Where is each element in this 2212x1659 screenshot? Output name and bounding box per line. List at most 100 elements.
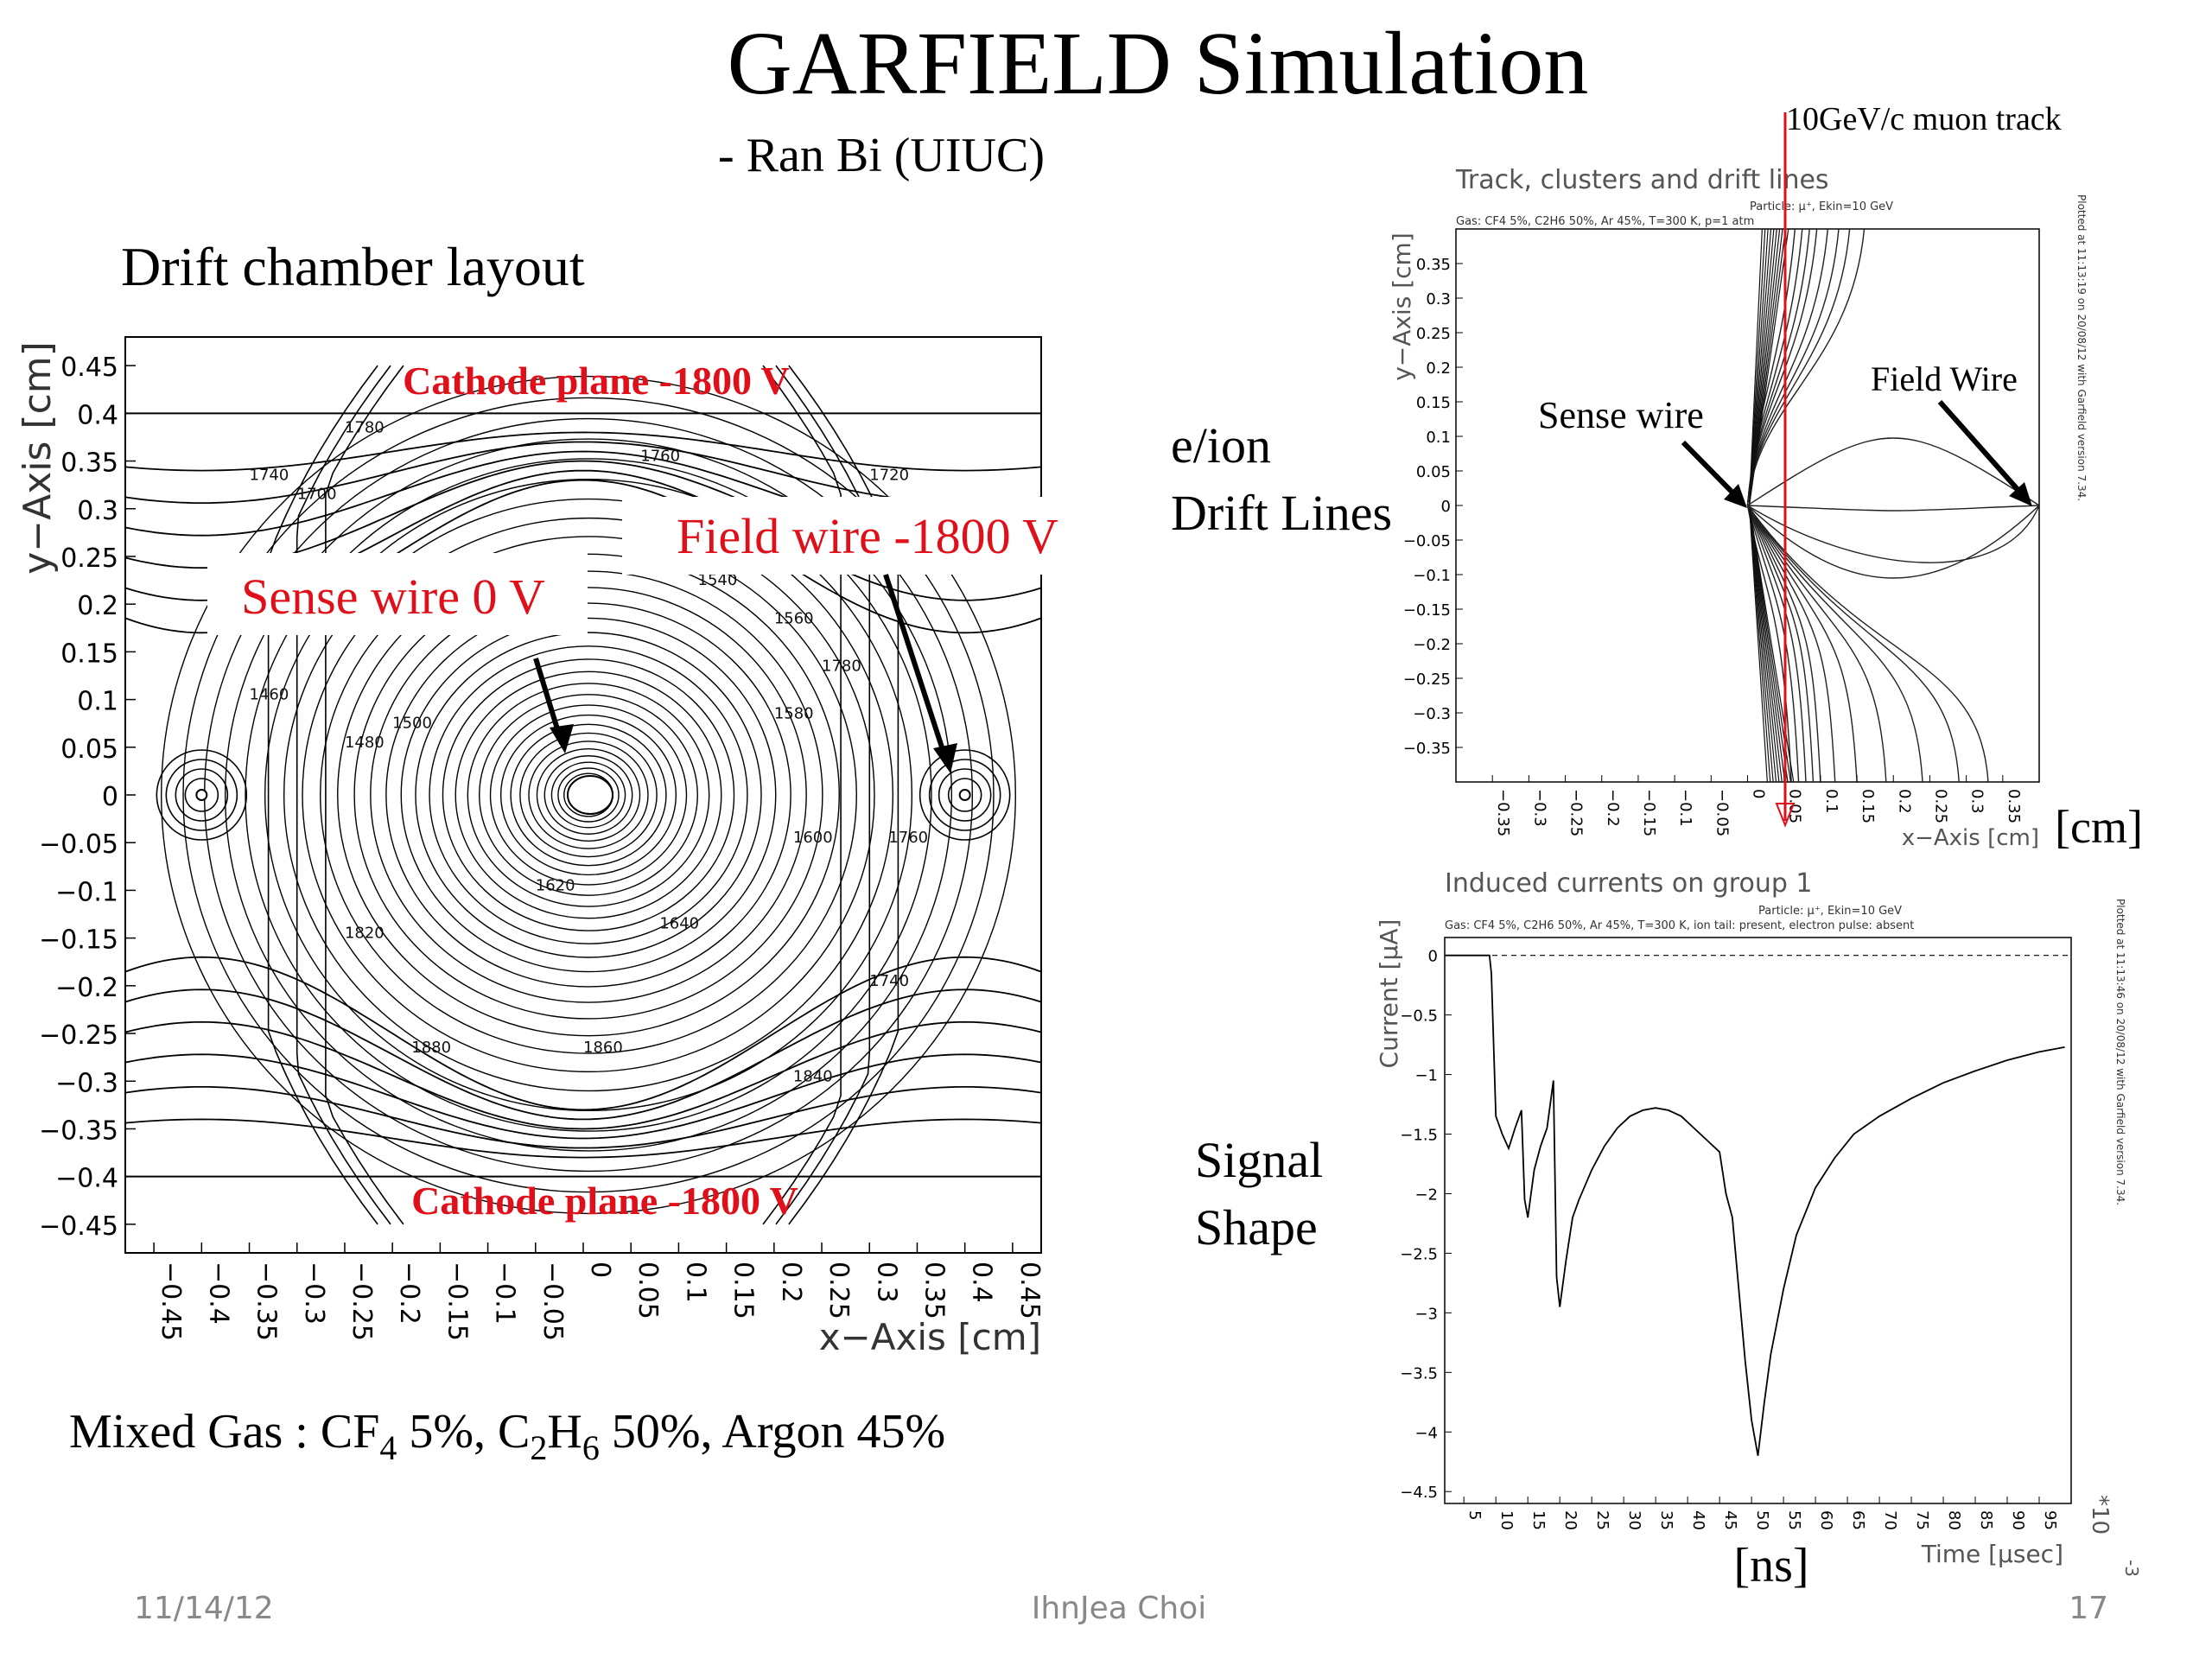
- contour-number: 1760: [640, 448, 680, 466]
- drift-field-label: Field Wire: [1871, 359, 2018, 398]
- drift-axes: 0.35 0.3 0.25 0.2 0.15 0.1 0.05 0 −0.05 −0.1 −0.15…: [1403, 256, 2023, 836]
- signal-ytick-label: 0: [1428, 948, 1438, 966]
- drift-sense-arrowhead: [1724, 484, 1747, 508]
- drift-line: [1746, 229, 1866, 506]
- cathode-bottom-label: Cathode plane -1800 V: [411, 1179, 798, 1223]
- signal-curve: [1445, 954, 2065, 1456]
- drift-xlabel: x−Axis [cm]: [1902, 825, 2039, 851]
- layout-xtick-label: 0.1: [680, 1262, 710, 1303]
- ion-line: [1747, 505, 2039, 579]
- signal-subtitle-right: Particle: μ⁺, Ekin=10 GeV: [1758, 905, 1902, 918]
- separatrix-contour: [325, 365, 404, 1225]
- contour-number: 1580: [774, 705, 814, 723]
- signal-ytick-label: −3.5: [1400, 1364, 1438, 1382]
- sense-contour: [489, 704, 688, 886]
- layout-ytick-label: 0.35: [60, 448, 118, 479]
- layout-ytick-label: 0.05: [60, 734, 118, 765]
- layout-xtick-label: 0: [585, 1262, 615, 1278]
- layout-xtick-label: −0.25: [346, 1262, 377, 1341]
- cathode-contour: [125, 431, 1041, 472]
- drift-line: [1746, 505, 1800, 782]
- drift-ytick-label: −0.1: [1413, 567, 1451, 585]
- cathode-contour: [125, 1020, 1041, 1130]
- drift-xtick-label: 0: [1750, 789, 1768, 798]
- signal-side-label-2: Shape: [1195, 1199, 1318, 1255]
- sense-contour: [400, 617, 777, 973]
- drift-xtick-label: 0.3: [1968, 789, 1986, 814]
- signal-frame: [1444, 937, 2072, 1504]
- sense-contour: [320, 536, 857, 1054]
- sense-contour: [467, 683, 710, 907]
- footer-presenter: IhnJea Choi: [1032, 1591, 1207, 1626]
- signal-exponent-power: -3: [2121, 1560, 2142, 1577]
- contour-number: 1840: [793, 1067, 833, 1085]
- drift-line: [1746, 505, 1807, 782]
- signal-xtick-label: 85: [1977, 1510, 1995, 1530]
- layout-xtick-label: 0.4: [967, 1262, 997, 1303]
- contour-number: 1720: [869, 467, 909, 485]
- layout-ytick-label: −0.45: [39, 1211, 118, 1242]
- drift-xtick-label: −0.3: [1530, 789, 1548, 827]
- drift-sense-label: Sense wire: [1538, 394, 1704, 436]
- drift-side-note: Plotted at 11:13:19 on 20/08/12 with Gar…: [2075, 194, 2088, 501]
- sense-contour: [454, 671, 722, 919]
- cathode-top-label: Cathode plane -1800 V: [403, 359, 790, 403]
- contour-number: 1560: [774, 609, 814, 627]
- sense-contour: [182, 397, 995, 1193]
- cathode-contour: [125, 1118, 1041, 1159]
- layout-heading: Drift chamber layout: [121, 236, 585, 297]
- ion-line: [1747, 437, 2039, 506]
- sense-arrowhead: [550, 724, 574, 753]
- layout-xtick-label: −0.4: [203, 1262, 233, 1325]
- layout-xtick-label: 0.15: [728, 1262, 759, 1319]
- contour-number: 1740: [250, 467, 289, 485]
- layout-ytick-label: −0.3: [55, 1068, 118, 1098]
- drift-line: [1746, 505, 1836, 782]
- layout-ytick-label: 0: [102, 782, 118, 812]
- signal-ytick-label: −4: [1414, 1424, 1438, 1442]
- signal-xtick-label: 50: [1753, 1510, 1771, 1530]
- footer-date: 11/14/12: [134, 1591, 274, 1626]
- drift-xtick-label: −0.25: [1567, 789, 1586, 836]
- contour-number: 1860: [583, 1039, 623, 1057]
- contour-number: 1460: [250, 686, 289, 704]
- signal-xtick-label: 75: [1913, 1510, 1931, 1530]
- signal-title: Induced currents on group 1: [1445, 868, 1813, 899]
- sense-contour: [283, 498, 894, 1092]
- layout-xtick-label: −0.45: [156, 1262, 186, 1341]
- field-wire-contour: [918, 749, 1011, 841]
- drift-ylabel: y−Axis [cm]: [1388, 232, 1416, 381]
- contour-number: 1600: [793, 829, 833, 847]
- layout-ytick-label: −0.2: [55, 973, 118, 1003]
- sense-contour: [245, 458, 932, 1132]
- sense-contour: [442, 658, 735, 931]
- layout-xtick-label: 0.35: [918, 1262, 949, 1319]
- muon-track-arrowhead: [1775, 803, 1796, 828]
- drift-side-label-1: e/ion: [1171, 417, 1271, 474]
- signal-axes: 0 −0.5 −1 −1.5 −2 −2.5 −3 −3.5 −4 −4.5 5 10 15 20 25 30…: [1400, 948, 2071, 1530]
- drift-lines: [1746, 229, 2039, 782]
- sense-contour: [557, 767, 620, 823]
- drift-xtick-label: −0.2: [1604, 789, 1622, 827]
- contour-number: 1540: [698, 571, 738, 589]
- contour-number: 1780: [822, 657, 861, 675]
- layout-xtick-label: −0.05: [537, 1262, 568, 1341]
- sense-wire: [567, 775, 613, 815]
- drift-ytick-label: 0.05: [1416, 463, 1451, 481]
- drift-line: [1746, 505, 1887, 782]
- layout-ytick-label: 0.3: [77, 496, 118, 526]
- drift-subtitle-left: Gas: CF4 5%, C2H6 50%, Ar 45%, T=300 K, …: [1456, 215, 1754, 228]
- slide-author: - Ran Bi (UIUC): [718, 129, 1045, 182]
- signal-xlabel: Time [μsec]: [1921, 1540, 2063, 1568]
- field-label-box: [622, 497, 1054, 575]
- layout-xtick-label: 0.3: [871, 1262, 901, 1303]
- signal-ytick-label: −3: [1414, 1305, 1438, 1323]
- drift-xtick-label: 0.05: [1786, 789, 1804, 823]
- drift-line: [1746, 505, 1815, 782]
- layout-ytick-label: −0.4: [55, 1164, 118, 1194]
- ion-line: [1747, 505, 2039, 512]
- drift-ytick-label: 0.35: [1416, 256, 1451, 274]
- drift-ytick-label: 0.2: [1426, 359, 1451, 378]
- layout-ytick-label: 0.4: [77, 400, 118, 430]
- ion-line: [1747, 505, 2039, 563]
